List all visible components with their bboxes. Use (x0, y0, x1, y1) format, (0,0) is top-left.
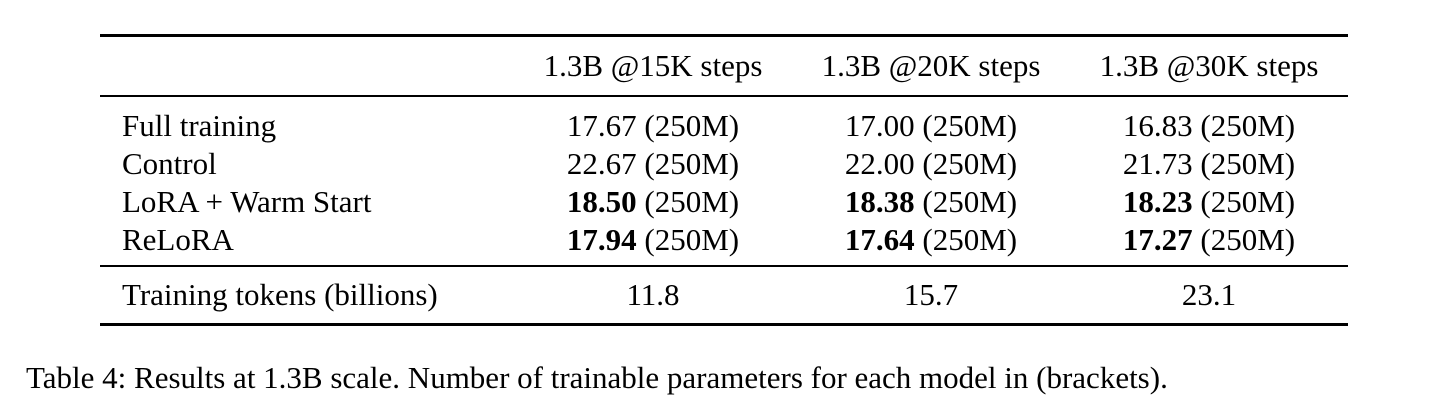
results-table-container: 1.3B @15K steps 1.3B @20K steps 1.3B @30… (100, 34, 1348, 326)
header-cell-15k: 1.3B @15K steps (543, 48, 763, 83)
tokens-section: Training tokens (billions) 11.8 15.7 23.… (100, 266, 1348, 325)
result-cell: 16.83 (250M) (1070, 96, 1348, 145)
result-cell: 22.00 (250M) (792, 145, 1070, 183)
perplexity-value: 21.73 (1122, 146, 1193, 181)
param-count: (250M) (1200, 146, 1296, 181)
row-label: LoRA + Warm Start (122, 184, 372, 219)
perplexity-value: 17.00 (844, 108, 915, 143)
result-cell: 17.00 (250M) (792, 96, 1070, 145)
param-count: (250M) (922, 222, 1018, 257)
perplexity-value: 17.94 (566, 222, 637, 257)
param-count: (250M) (1200, 184, 1296, 219)
result-cell: 17.67 (250M) (514, 96, 792, 145)
table-header: 1.3B @15K steps 1.3B @20K steps 1.3B @30… (100, 35, 1348, 97)
row-label: Control (122, 146, 217, 181)
results-table: 1.3B @15K steps 1.3B @20K steps 1.3B @30… (100, 34, 1348, 326)
param-count: (250M) (922, 146, 1018, 181)
tokens-value-20k: 15.7 (903, 277, 959, 312)
perplexity-value: 16.83 (1122, 108, 1193, 143)
result-cell: 22.67 (250M) (514, 145, 792, 183)
param-count: (250M) (922, 108, 1018, 143)
table-row: Control 22.67 (250M) 22.00 (250M) 21.73 (25… (100, 145, 1348, 183)
table-row: LoRA + Warm Start 18.50 (250M) 18.38 (250M… (100, 183, 1348, 221)
result-cell: 17.27 (250M) (1070, 221, 1348, 266)
row-label: ReLoRA (122, 222, 234, 257)
table-row: Full training 17.67 (250M) 17.00 (250M) 16.… (100, 96, 1348, 145)
perplexity-value: 18.38 (844, 184, 915, 219)
param-count: (250M) (644, 222, 740, 257)
param-count: (250M) (644, 108, 740, 143)
param-count: (250M) (644, 184, 740, 219)
header-cell-20k: 1.3B @20K steps (821, 48, 1041, 83)
table-row: ReLoRA 17.94 (250M) 17.64 (250M) 17.27 (250… (100, 221, 1348, 266)
perplexity-value: 22.00 (844, 146, 915, 181)
result-cell: 17.64 (250M) (792, 221, 1070, 266)
header-row: 1.3B @15K steps 1.3B @20K steps 1.3B @30… (100, 35, 1348, 97)
tokens-row: Training tokens (billions) 11.8 15.7 23.… (100, 266, 1348, 325)
perplexity-value: 17.64 (844, 222, 915, 257)
perplexity-value: 17.27 (1122, 222, 1193, 257)
result-cell: 21.73 (250M) (1070, 145, 1348, 183)
result-cell: 18.38 (250M) (792, 183, 1070, 221)
param-count: (250M) (1200, 108, 1296, 143)
row-label: Full training (122, 108, 277, 143)
param-count: (250M) (922, 184, 1018, 219)
tokens-value-15k: 11.8 (626, 277, 680, 312)
result-cell: 18.50 (250M) (514, 183, 792, 221)
perplexity-value: 18.23 (1122, 184, 1193, 219)
result-cell: 18.23 (250M) (1070, 183, 1348, 221)
table-caption: Table 4: Results at 1.3B scale. Number o… (26, 360, 1168, 395)
header-cell-empty (100, 36, 514, 97)
param-count: (250M) (644, 146, 740, 181)
perplexity-value: 22.67 (566, 146, 637, 181)
header-cell-30k: 1.3B @30K steps (1099, 48, 1319, 83)
result-cell: 17.94 (250M) (514, 221, 792, 266)
perplexity-value: 17.67 (566, 108, 637, 143)
perplexity-value: 18.50 (566, 184, 637, 219)
table-body: Full training 17.67 (250M) 17.00 (250M) 16.… (100, 96, 1348, 266)
tokens-label: Training tokens (billions) (122, 277, 438, 312)
tokens-value-30k: 23.1 (1181, 277, 1237, 312)
param-count: (250M) (1200, 222, 1296, 257)
